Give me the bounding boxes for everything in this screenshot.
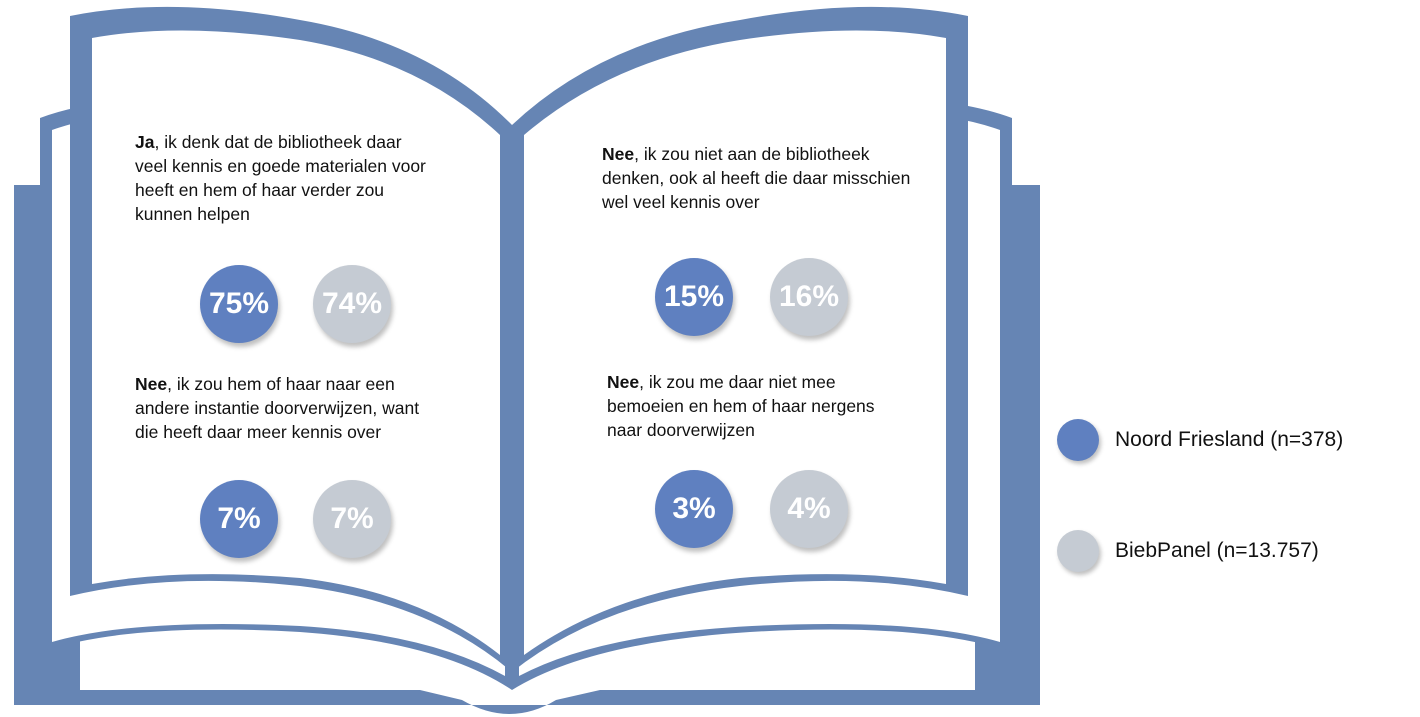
answer-3-biebpanel-bubble: 16%	[770, 258, 848, 336]
answer-4-keyword: Nee	[607, 372, 640, 392]
answer-4-body: , ik zou me daar niet mee bemoeien en he…	[607, 372, 875, 440]
right-page-surface	[524, 30, 946, 656]
answer-3-body: , ik zou niet aan de bibliotheek denken,…	[602, 144, 911, 212]
answer-text-4: Nee, ik zou me daar niet mee bemoeien en…	[607, 370, 907, 442]
answer-1-biebpanel-bubble: 74%	[313, 265, 391, 343]
legend-swatch-biebpanel	[1057, 530, 1099, 572]
left-page-surface	[92, 30, 500, 656]
answer-1-keyword: Ja	[135, 132, 155, 152]
answer-4-noord-friesland-bubble: 3%	[655, 470, 733, 548]
answer-2-biebpanel-bubble: 7%	[313, 480, 391, 558]
legend-swatch-noord-friesland	[1057, 419, 1099, 461]
legend-item-noord-friesland: Noord Friesland (n=378)	[1057, 419, 1343, 461]
legend-item-biebpanel: BiebPanel (n=13.757)	[1057, 530, 1319, 572]
answer-3-noord-friesland-bubble: 15%	[655, 258, 733, 336]
answer-1-body: , ik denk dat de bibliotheek daar veel k…	[135, 132, 426, 224]
answer-1-noord-friesland-bubble: 75%	[200, 265, 278, 343]
answer-text-2: Nee, ik zou hem of haar naar een andere …	[135, 372, 435, 444]
answer-2-body: , ik zou hem of haar naar een andere ins…	[135, 374, 420, 442]
legend-label-biebpanel: BiebPanel (n=13.757)	[1115, 539, 1319, 562]
answer-3-keyword: Nee	[602, 144, 635, 164]
answer-text-1: Ja, ik denk dat de bibliotheek daar veel…	[135, 130, 435, 226]
answer-text-3: Nee, ik zou niet aan de bibliotheek denk…	[602, 142, 932, 214]
legend-label-noord-friesland: Noord Friesland (n=378)	[1115, 428, 1344, 451]
answer-2-noord-friesland-bubble: 7%	[200, 480, 278, 558]
answer-2-keyword: Nee	[135, 374, 168, 394]
answer-4-biebpanel-bubble: 4%	[770, 470, 848, 548]
